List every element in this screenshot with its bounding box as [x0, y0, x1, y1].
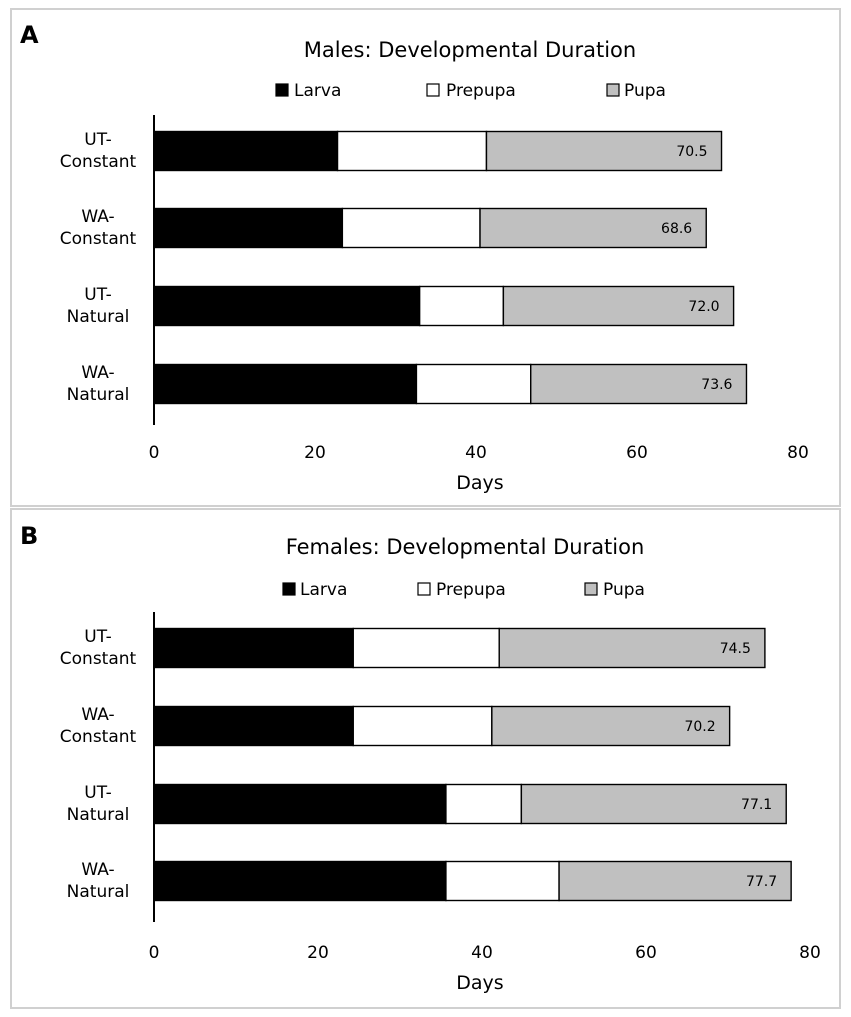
bar-larva-2 — [153, 207, 344, 249]
chart-title: Females: Developmental Duration — [286, 535, 645, 559]
chart-panel-1: A Males: Developmental Duration Larva Prepu… — [10, 8, 841, 507]
data-label-total-2: 70.2 — [684, 719, 715, 735]
category-label-1: UT-Constant — [60, 130, 137, 172]
bar-pupa-1 — [498, 627, 766, 669]
bar-pupa-4 — [558, 860, 792, 902]
bar-pupa-3 — [520, 783, 787, 825]
panel-letter: B — [20, 522, 38, 550]
x-tick-label-0: 0 — [149, 443, 160, 463]
bar-pupa-3 — [502, 285, 735, 327]
bar-prepupa-1 — [336, 130, 488, 172]
bar-pupa-2 — [491, 705, 731, 747]
chart-panel-2: B Females: Developmental Duration Larva Pre… — [10, 508, 841, 1009]
category-label-4: WA-Natural — [67, 363, 130, 405]
category-label-2: WA-Constant — [60, 705, 137, 747]
data-label-total-3: 72.0 — [688, 299, 719, 315]
bar-larva-1 — [153, 130, 339, 172]
category-label-3: UT-Natural — [67, 783, 130, 825]
bar-prepupa-4 — [415, 363, 532, 405]
panel-letter: A — [20, 21, 39, 49]
x-tick-label-40: 40 — [471, 943, 493, 963]
bar-pupa-2 — [479, 207, 707, 249]
bar-larva-1 — [153, 627, 354, 669]
data-label-total-4: 73.6 — [701, 377, 732, 393]
bar-prepupa-4 — [445, 860, 560, 902]
bar-prepupa-3 — [445, 783, 523, 825]
legend-swatch-pupa — [584, 582, 598, 596]
legend-swatch-prepupa — [426, 83, 440, 97]
x-tick-label-80: 80 — [787, 443, 809, 463]
legend-label-pupa: Pupa — [603, 580, 645, 600]
bar-larva-4 — [153, 363, 418, 405]
data-label-total-3: 77.1 — [741, 797, 772, 813]
bar-larva-3 — [153, 783, 447, 825]
legend-swatch-larva — [275, 83, 289, 97]
legend-label-pupa: Pupa — [624, 81, 666, 101]
category-label-3: UT-Natural — [67, 285, 130, 327]
x-tick-label-0: 0 — [149, 943, 160, 963]
legend-swatch-larva — [282, 582, 296, 596]
legend-label-prepupa: Prepupa — [446, 81, 516, 101]
data-label-total-4: 77.7 — [746, 874, 777, 890]
data-label-total-1: 74.5 — [720, 641, 751, 657]
x-tick-label-40: 40 — [465, 443, 487, 463]
x-tick-label-20: 20 — [307, 943, 329, 963]
bar-prepupa-2 — [352, 705, 493, 747]
bar-pupa-1 — [485, 130, 723, 172]
category-label-1: UT-Constant — [60, 627, 137, 669]
legend-label-prepupa: Prepupa — [436, 580, 506, 600]
bar-larva-4 — [153, 860, 447, 902]
x-axis-title: Days — [456, 972, 503, 994]
data-label-total-1: 70.5 — [676, 144, 707, 160]
x-tick-label-80: 80 — [799, 943, 821, 963]
x-tick-label-60: 60 — [635, 943, 657, 963]
bar-larva-2 — [153, 705, 354, 747]
x-axis-title: Days — [456, 472, 503, 494]
legend-label-larva: Larva — [294, 81, 341, 101]
bar-prepupa-1 — [352, 627, 500, 669]
bar-prepupa-2 — [341, 207, 481, 249]
category-label-2: WA-Constant — [60, 207, 137, 249]
chart-title: Males: Developmental Duration — [304, 38, 636, 62]
category-label-4: WA-Natural — [67, 860, 130, 902]
data-label-total-2: 68.6 — [661, 221, 692, 237]
bar-larva-3 — [153, 285, 421, 327]
x-tick-label-60: 60 — [626, 443, 648, 463]
legend-swatch-prepupa — [417, 582, 431, 596]
legend-swatch-pupa — [606, 83, 620, 97]
bar-prepupa-3 — [418, 285, 505, 327]
bar-pupa-4 — [530, 363, 748, 405]
panel-frame — [10, 8, 841, 507]
legend-label-larva: Larva — [300, 580, 347, 600]
x-tick-label-20: 20 — [304, 443, 326, 463]
